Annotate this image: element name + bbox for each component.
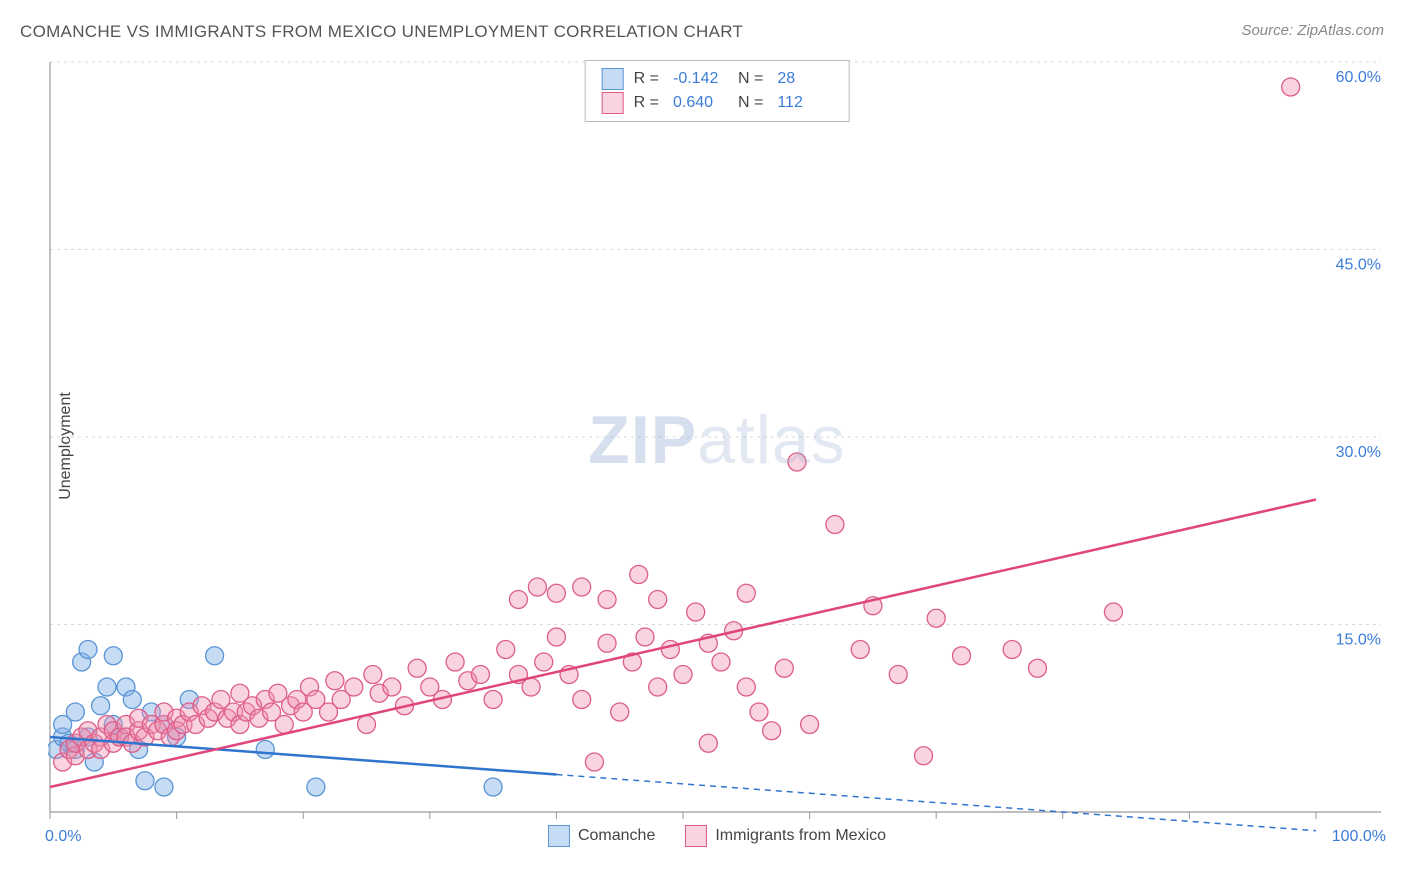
legend-r-label: R = [634, 67, 659, 91]
legend-stats-row-comanche: R = -0.142 N = 28 [602, 67, 833, 91]
legend-stats: R = -0.142 N = 28 R = 0.640 N = 112 [585, 60, 850, 122]
legend-swatch-comanche [602, 68, 624, 90]
legend-series: Comanche Immigrants from Mexico [548, 825, 886, 847]
source-attribution: Source: ZipAtlas.com [1241, 22, 1384, 39]
chart-area: R = -0.142 N = 28 R = 0.640 N = 112 ZIPa… [48, 60, 1386, 852]
legend-r-label: R = [634, 91, 659, 115]
legend-n-label: N = [738, 91, 763, 115]
legend-label-comanche: Comanche [578, 827, 655, 845]
x-axis-min-label: 0.0% [45, 828, 81, 846]
legend-stats-row-mexico: R = 0.640 N = 112 [602, 91, 833, 115]
legend-swatch-comanche [548, 825, 570, 847]
x-axis-max-label: 100.0% [1332, 828, 1386, 846]
svg-text:15.0%: 15.0% [1336, 632, 1381, 649]
legend-n-value-comanche: 28 [777, 67, 832, 91]
legend-swatch-mexico [685, 825, 707, 847]
legend-label-mexico: Immigrants from Mexico [715, 827, 886, 845]
svg-text:30.0%: 30.0% [1336, 444, 1381, 461]
scatter-plot: 15.0% 30.0% 45.0% 60.0% [48, 60, 1386, 852]
legend-r-value-mexico: 0.640 [673, 91, 728, 115]
svg-text:60.0%: 60.0% [1336, 69, 1381, 86]
legend-n-value-mexico: 112 [777, 91, 832, 115]
legend-swatch-mexico [602, 92, 624, 114]
svg-text:45.0%: 45.0% [1336, 257, 1381, 274]
chart-title: COMANCHE VS IMMIGRANTS FROM MEXICO UNEMP… [20, 22, 743, 42]
legend-series-mexico: Immigrants from Mexico [685, 825, 886, 847]
legend-n-label: N = [738, 67, 763, 91]
legend-series-comanche: Comanche [548, 825, 655, 847]
legend-r-value-comanche: -0.142 [673, 67, 728, 91]
